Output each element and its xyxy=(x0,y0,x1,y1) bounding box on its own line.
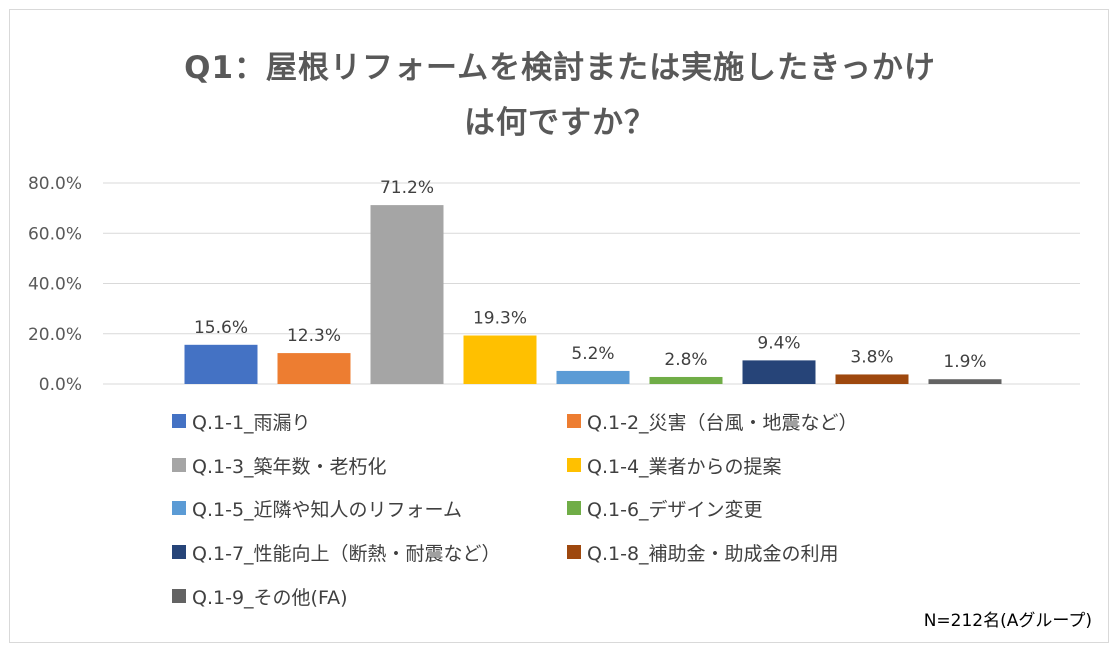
legend-item: Q.1-4_業者からの提案 xyxy=(567,450,782,480)
data-label: 9.4% xyxy=(757,333,800,353)
y-tick-label: 60.0% xyxy=(28,224,82,244)
legend-label: Q.1-8_補助金・助成金の利用 xyxy=(587,542,839,565)
legend-label: Q.1-5_近隣や知人のリフォーム xyxy=(192,498,462,521)
chart-frame xyxy=(9,9,1109,643)
legend-label: Q.1-7_性能向上（断熱・耐震など） xyxy=(192,542,501,565)
legend-item: Q.1-9_その他(FA) xyxy=(172,581,348,611)
y-tick-label: 20.0% xyxy=(28,325,82,345)
data-label: 2.8% xyxy=(664,350,707,370)
bar xyxy=(742,360,816,384)
legend-swatch xyxy=(172,414,186,428)
data-label: 71.2% xyxy=(380,178,434,198)
legend-label: Q.1-6_デザイン変更 xyxy=(587,498,763,521)
legend-item: Q.1-3_築年数・老朽化 xyxy=(172,450,387,480)
bar xyxy=(649,376,723,384)
legend-label: Q.1-9_その他(FA) xyxy=(192,586,348,609)
bar xyxy=(463,335,537,384)
data-label: 1.9% xyxy=(943,352,986,372)
legend-swatch xyxy=(172,589,186,603)
data-label: 5.2% xyxy=(571,344,614,364)
legend-item: Q.1-2_災害（台風・地震など） xyxy=(567,406,858,436)
chart-title-line-2: は何ですか？ xyxy=(464,105,656,141)
legend-swatch xyxy=(567,458,581,472)
legend-swatch xyxy=(172,501,186,515)
legend-swatch xyxy=(172,458,186,472)
y-tick-label: 80.0% xyxy=(28,174,82,194)
legend-item: Q.1-8_補助金・助成金の利用 xyxy=(567,537,839,567)
legend-label: Q.1-3_築年数・老朽化 xyxy=(192,455,387,478)
data-label: 15.6% xyxy=(194,318,248,338)
bar xyxy=(277,353,351,384)
chart-title-line-1: Q1：屋根リフォームを検討または実施したきっかけ xyxy=(184,50,936,86)
legend-item: Q.1-1_雨漏り xyxy=(172,406,311,436)
legend-label: Q.1-2_災害（台風・地震など） xyxy=(587,411,858,434)
sample-size-note: N=212名(Aグループ) xyxy=(923,611,1092,631)
legend-item: Q.1-5_近隣や知人のリフォーム xyxy=(172,493,462,523)
data-label: 19.3% xyxy=(473,309,527,329)
legend-swatch xyxy=(172,545,186,559)
legend-item: Q.1-6_デザイン変更 xyxy=(567,493,763,523)
legend-swatch xyxy=(567,501,581,515)
legend-item: Q.1-7_性能向上（断熱・耐震など） xyxy=(172,537,501,567)
bar xyxy=(928,379,1002,384)
bar xyxy=(556,370,630,384)
legend-label: Q.1-4_業者からの提案 xyxy=(587,455,782,478)
data-label: 3.8% xyxy=(850,347,893,367)
legend-label: Q.1-1_雨漏り xyxy=(192,411,311,434)
legend-swatch xyxy=(567,545,581,559)
bar xyxy=(370,205,444,384)
bar xyxy=(835,374,909,384)
bar xyxy=(184,344,258,384)
y-tick-label: 40.0% xyxy=(28,275,82,295)
legend-swatch xyxy=(567,414,581,428)
y-tick-label: 0.0% xyxy=(39,375,82,395)
data-label: 12.3% xyxy=(287,326,341,346)
